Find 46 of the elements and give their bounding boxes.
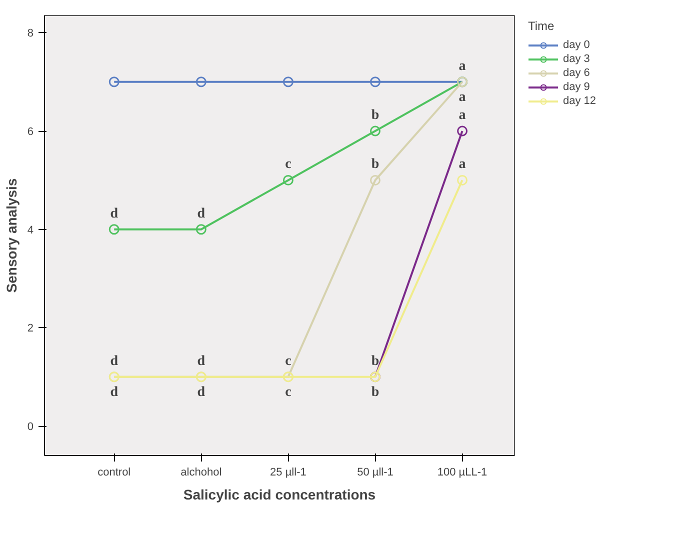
- point: [108, 224, 120, 235]
- annotation: a: [458, 108, 466, 124]
- point: [196, 76, 206, 88]
- annotation: b: [371, 384, 380, 400]
- annotation: a: [458, 157, 466, 172]
- point: [108, 76, 120, 88]
- annotation: d: [197, 354, 206, 369]
- point: [196, 224, 206, 235]
- y-tick-label: 0: [27, 421, 34, 434]
- annotation: d: [197, 384, 206, 400]
- x-tick-label: alchohol: [180, 466, 222, 478]
- annotation: c: [285, 384, 292, 400]
- annotation: d: [110, 206, 118, 222]
- y-tick-label: 2: [27, 322, 34, 335]
- annotation: b: [371, 354, 380, 369]
- point: [370, 76, 380, 88]
- annotation: c: [285, 157, 292, 172]
- legend-label: day 3: [563, 52, 590, 66]
- point: [282, 174, 294, 186]
- point: [370, 174, 380, 186]
- annotation: b: [371, 157, 380, 172]
- y-tick-label: 4: [27, 224, 34, 236]
- y-tick-label: 8: [27, 28, 34, 40]
- annotation: a: [458, 58, 466, 74]
- x-tick-label: 50 µll-1: [357, 466, 394, 478]
- annotation: d: [110, 384, 118, 400]
- annotation: b: [371, 108, 380, 124]
- legend-label: day 6: [563, 66, 590, 80]
- x-axis-title: Salicylic acid concentrations: [183, 486, 376, 502]
- point: [370, 126, 380, 136]
- x-tick-label: 25 µll-1: [270, 466, 306, 478]
- point: [457, 126, 468, 136]
- point: [282, 76, 294, 88]
- point: [457, 174, 468, 186]
- annotation: a: [458, 90, 466, 105]
- annotation: d: [197, 206, 206, 222]
- legend-label: day 0: [563, 38, 590, 52]
- x-tick-label: 100 µLL-1: [437, 466, 488, 478]
- legend-title: Time: [528, 19, 556, 33]
- y-tick-label: 6: [27, 126, 34, 138]
- legend-label: day 12: [563, 94, 596, 108]
- annotation: d: [110, 354, 118, 369]
- annotation: c: [285, 354, 292, 369]
- y-axis-title: Sensory analysis: [3, 178, 20, 293]
- legend-label: day 9: [563, 80, 590, 94]
- x-tick-label: control: [98, 466, 131, 478]
